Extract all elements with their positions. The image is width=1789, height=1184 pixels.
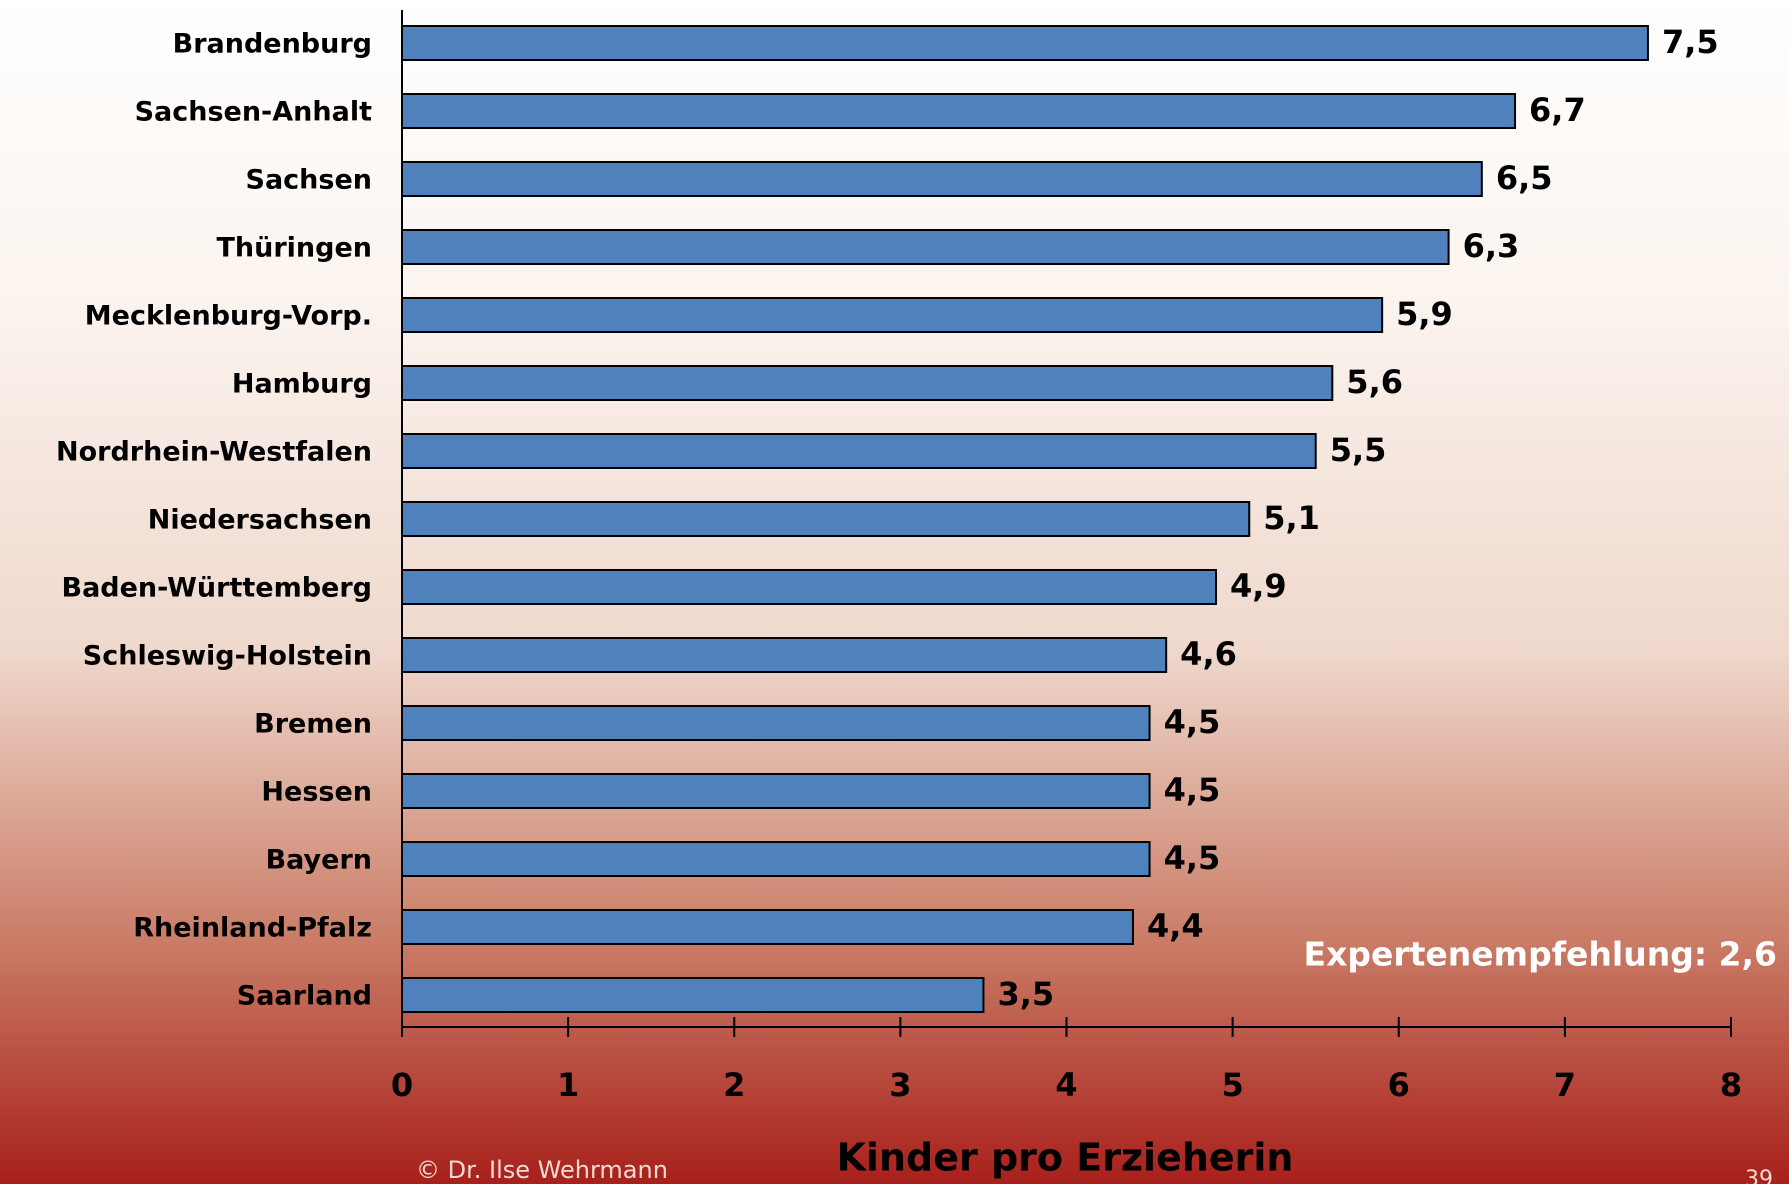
- y-tick-label: Sachsen-Anhalt: [135, 97, 373, 128]
- value-label: 3,5: [997, 975, 1054, 1013]
- bar: [401, 161, 1483, 197]
- x-tick-label: 7: [1554, 1066, 1576, 1104]
- y-tick-label: Bremen: [254, 709, 372, 740]
- bar: [401, 365, 1334, 401]
- value-label: 5,9: [1396, 295, 1453, 333]
- bar: [401, 297, 1384, 333]
- value-label: 5,1: [1263, 499, 1320, 537]
- bar: [401, 25, 1649, 61]
- bar: [401, 501, 1251, 537]
- y-tick-label: Sachsen: [246, 165, 373, 196]
- x-axis-label: Kinder pro Erzieherin: [836, 1136, 1293, 1180]
- bar: [401, 977, 985, 1013]
- x-tick-label: 2: [723, 1066, 745, 1104]
- bar: [401, 229, 1450, 265]
- x-tick-label: 3: [889, 1066, 911, 1104]
- value-label: 6,5: [1496, 159, 1553, 197]
- y-tick-label: Hessen: [261, 777, 372, 808]
- y-tick-label: Saarland: [237, 981, 372, 1012]
- value-label: 4,5: [1164, 703, 1221, 741]
- y-tick-label: Nordrhein-Westfalen: [56, 437, 372, 468]
- y-tick-label: Thüringen: [216, 233, 372, 264]
- value-label: 6,7: [1529, 91, 1586, 129]
- value-label: 7,5: [1662, 23, 1719, 61]
- x-tick-label: 4: [1055, 1066, 1077, 1104]
- y-tick-label: Bayern: [266, 845, 372, 876]
- y-tick-label: Brandenburg: [173, 29, 372, 60]
- bar: [401, 841, 1151, 877]
- x-tick-label: 1: [557, 1066, 579, 1104]
- value-label: 4,6: [1180, 635, 1237, 673]
- y-tick-label: Baden-Württemberg: [61, 573, 372, 604]
- value-label: 4,9: [1230, 567, 1287, 605]
- value-label: 4,4: [1147, 907, 1204, 945]
- x-tick-label: 6: [1388, 1066, 1410, 1104]
- annotation: Expertenempfehlung: 2,6: [1304, 935, 1777, 974]
- bar: [401, 637, 1168, 673]
- y-tick-label: Hamburg: [232, 369, 372, 400]
- bar: [401, 433, 1317, 469]
- y-tick-label: Niedersachsen: [148, 505, 372, 536]
- y-tick-label: Rheinland-Pfalz: [133, 913, 372, 944]
- x-tick-label: 0: [391, 1066, 413, 1104]
- bar: [401, 909, 1134, 945]
- bar: [401, 93, 1517, 129]
- value-label: 5,6: [1346, 363, 1403, 401]
- y-tick-label: Schleswig-Holstein: [83, 641, 372, 672]
- y-tick-label: Mecklenburg-Vorp.: [85, 301, 372, 332]
- bar: [401, 773, 1151, 809]
- footer: © Dr. Ilse Wehrmann: [416, 1156, 668, 1184]
- x-tick-label: 5: [1221, 1066, 1243, 1104]
- value-label: 4,5: [1164, 839, 1221, 877]
- value-label: 5,5: [1330, 431, 1387, 469]
- x-tick-label: 8: [1720, 1066, 1742, 1104]
- page-number: 39: [1745, 1167, 1773, 1184]
- value-label: 6,3: [1463, 227, 1520, 265]
- bar: [401, 569, 1218, 605]
- value-label: 4,5: [1164, 771, 1221, 809]
- bar: [401, 705, 1151, 741]
